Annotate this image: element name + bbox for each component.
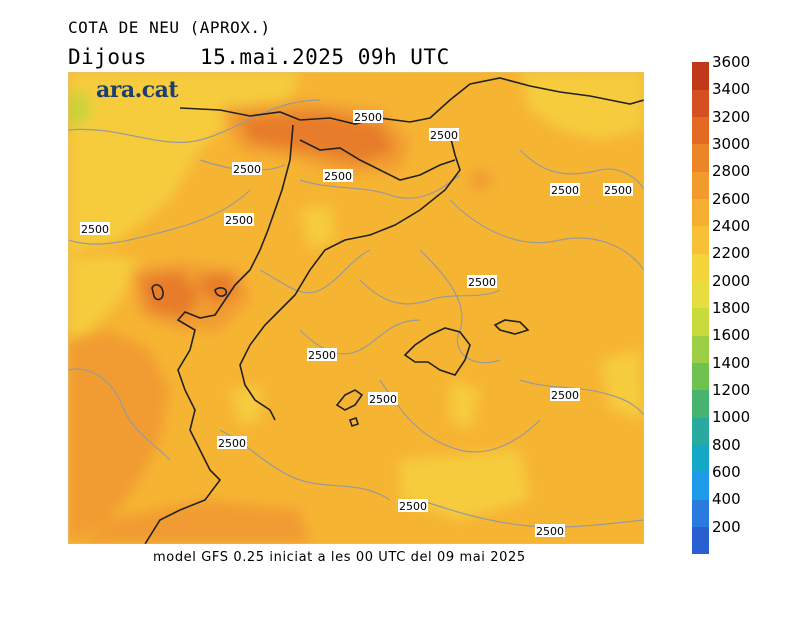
legend-label: 1800: [712, 299, 751, 317]
legend-label: 2000: [712, 271, 751, 290]
contour-label-text: 2500: [308, 349, 336, 362]
legend-label: 800: [712, 435, 741, 454]
legend-swatch: [692, 417, 709, 446]
model-caption: model GFS 0.25 iniciat a les 00 UTC del …: [153, 550, 526, 565]
contour-label-text: 2500: [551, 184, 579, 197]
contour-label: 2500: [232, 162, 262, 176]
color-legend-labels: 200 400 600 800 1000 1200 1400 1600 1800 2000 2200…: [712, 53, 792, 554]
snow-level-map: 2500 2500 2500 2500 2500 2500 2500 2500 2500 2500…: [68, 72, 644, 544]
legend-label: 200: [712, 517, 741, 536]
legend-swatch: [692, 362, 709, 391]
legend-swatch: [692, 335, 709, 364]
legend-swatch: [692, 253, 709, 282]
color-legend-bar: [692, 62, 709, 555]
legend-swatch: [692, 116, 709, 145]
legend-swatch: [692, 444, 709, 473]
legend-swatch: [692, 226, 709, 254]
legend-label: 3200: [712, 107, 751, 126]
contour-label: 2500: [323, 169, 353, 183]
contour-label: 2500: [603, 183, 633, 197]
contour-label-text: 2500: [399, 500, 427, 513]
contour-label-text: 2500: [369, 393, 397, 406]
ara-cat-logo: ara.cat: [96, 77, 179, 103]
forecast-datetime: 15.mai.2025 09h UTC: [200, 45, 450, 69]
legend-label: 3600: [712, 53, 751, 71]
legend-label: 2800: [712, 162, 751, 181]
contour-label: 2500: [224, 213, 254, 227]
legend-label: 3400: [712, 80, 751, 99]
contour-label: 2500: [467, 275, 497, 289]
contour-label-text: 2500: [536, 525, 564, 538]
legend-label: 600: [712, 463, 741, 481]
legend-swatch: [692, 499, 709, 528]
contour-label-text: 2500: [324, 170, 352, 183]
contour-label: 2500: [550, 183, 580, 197]
contour-label: 2500: [398, 499, 428, 513]
legend-label: 1000: [712, 408, 751, 427]
contour-label-text: 2500: [81, 223, 109, 236]
legend-swatch: [692, 144, 709, 172]
legend-label: 1200: [712, 381, 751, 399]
legend-label: 3000: [712, 135, 751, 153]
legend-label: 1600: [712, 326, 751, 345]
contour-label-text: 2500: [430, 129, 458, 142]
forecast-date-row: Dijous 15.mai.2025 09h UTC: [68, 45, 450, 69]
legend-swatch: [692, 280, 709, 309]
chart-title: COTA DE NEU (APROX.): [68, 18, 271, 37]
contour-label: 2500: [550, 388, 580, 402]
contour-label-text: 2500: [233, 163, 261, 176]
contour-label-text: 2500: [225, 214, 253, 227]
contour-label-text: 2500: [218, 437, 246, 450]
contour-label: 2500: [535, 524, 565, 538]
contour-label: 2500: [80, 222, 110, 236]
legend-swatch: [692, 390, 709, 418]
contour-label: 2500: [217, 436, 247, 450]
contour-label-text: 2500: [354, 111, 382, 124]
legend-label: 2400: [712, 217, 751, 235]
legend-swatch: [692, 472, 709, 500]
contour-label: 2500: [353, 110, 383, 124]
legend-label: 2200: [712, 244, 751, 263]
legend-label: 1400: [712, 353, 751, 372]
contour-label: 2500: [368, 392, 398, 406]
contour-labels: 2500 2500 2500 2500 2500 2500 2500 2500 2500 2500…: [80, 110, 633, 538]
legend-swatch: [692, 308, 709, 336]
legend-label: 400: [712, 490, 741, 509]
legend-swatch: [692, 62, 709, 90]
contour-label-text: 2500: [468, 276, 496, 289]
contour-label: 2500: [429, 128, 459, 142]
legend-swatch: [692, 171, 709, 200]
contour-label: 2500: [307, 348, 337, 362]
contour-lines: [68, 99, 644, 528]
contour-label-text: 2500: [551, 389, 579, 402]
contour-label-text: 2500: [604, 184, 632, 197]
legend-label: 2600: [712, 189, 751, 208]
legend-swatch: [692, 198, 709, 227]
coastline-borders: [144, 77, 644, 544]
forecast-day: Dijous: [68, 45, 147, 69]
legend-swatch: [692, 89, 709, 118]
legend-swatch: [692, 526, 709, 555]
